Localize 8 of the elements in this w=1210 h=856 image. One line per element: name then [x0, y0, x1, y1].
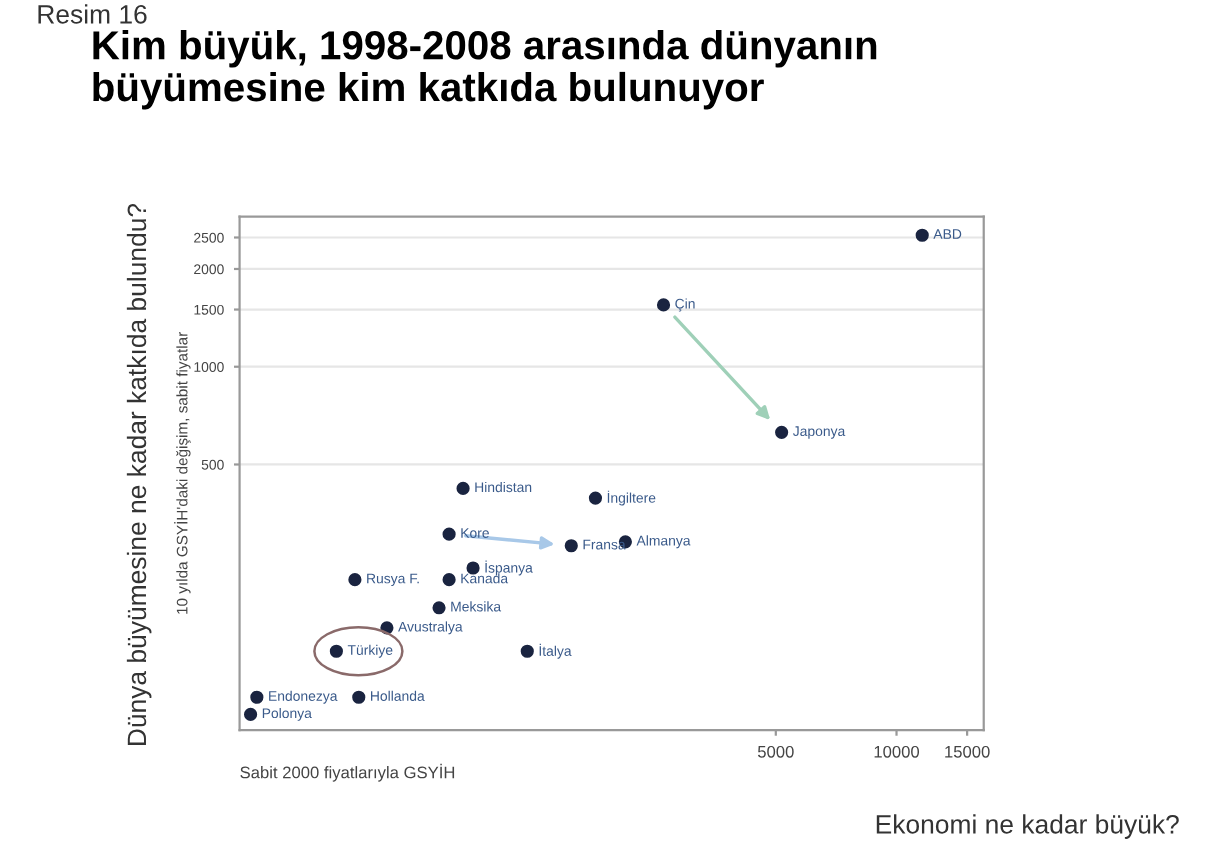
- text: Dünya büyümesine ne kadar katkıda bulundu?: [126, 203, 152, 746]
- chart-title: Kim büyük, 1998-2008 arasında dünyanın büyümesine kim katkıda bulunuyor: [93, 29, 877, 110]
- x-tick-label: 5000: [757, 745, 794, 758]
- x-axis-title: Sabit 2000 fiyatlarıyla GSYİH: [240, 763, 455, 782]
- text: Ekonomi ne kadar büyük?: [876, 814, 1179, 839]
- x-tick-label: 10000: [874, 745, 920, 758]
- x-tick-label: 15000: [945, 745, 990, 758]
- text: Resim 16: [38, 4, 147, 24]
